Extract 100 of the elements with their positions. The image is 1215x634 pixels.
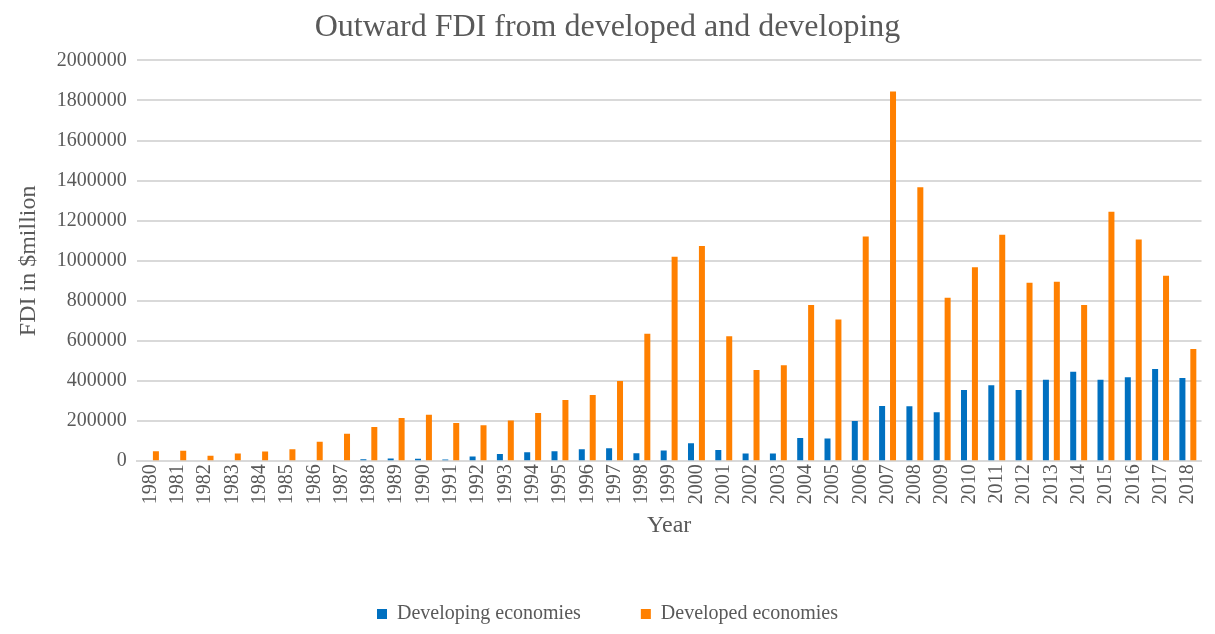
bar: [851, 421, 858, 461]
bar: [1097, 379, 1104, 461]
x-tick-label: 1983: [219, 464, 242, 505]
x-tick-label: 2002: [738, 464, 761, 505]
x-tick-label: 2010: [956, 464, 979, 505]
chart-title: Outward FDI from developed and developing: [314, 6, 901, 43]
x-axis-title: Year: [647, 510, 692, 537]
bar: [1179, 378, 1186, 461]
bar: [769, 453, 776, 461]
x-tick-label: 2013: [1038, 464, 1061, 505]
bar: [715, 449, 722, 461]
bar: [1053, 281, 1060, 461]
bar: [507, 420, 514, 461]
y-tick-label: 1800000: [56, 87, 127, 110]
bar: [562, 400, 569, 461]
bar: [633, 453, 640, 461]
bar: [1135, 239, 1142, 461]
bar: [824, 438, 831, 461]
x-tick-label: 1994: [519, 464, 542, 505]
x-tick-label: 1999: [656, 464, 679, 505]
bar: [617, 381, 624, 461]
y-tick-label: 1400000: [56, 167, 127, 190]
x-tick-label: 2000: [683, 464, 706, 505]
bar: [1070, 371, 1077, 461]
bar: [879, 406, 886, 461]
y-tick-label: 400000: [66, 368, 127, 391]
x-tick-label: 1991: [438, 464, 461, 505]
bar: [726, 336, 733, 461]
bar: [425, 414, 432, 461]
bar: [207, 455, 214, 461]
y-tick-label: 0: [116, 448, 127, 471]
bar: [316, 441, 323, 461]
bar: [180, 450, 187, 461]
x-tick-label: 1982: [192, 464, 215, 505]
bar: [808, 305, 815, 461]
x-tick-label: 2009: [929, 464, 952, 505]
x-tick-label: 2007: [874, 464, 897, 505]
x-tick-label: 2018: [1175, 464, 1198, 505]
y-tick-label: 1000000: [56, 248, 127, 271]
bar: [152, 451, 159, 461]
x-tick-label: 2001: [711, 464, 734, 505]
bar: [1152, 369, 1159, 461]
bar: [551, 451, 558, 461]
bar: [524, 452, 531, 461]
bar: [1124, 377, 1131, 461]
x-tick-label: 1987: [328, 464, 351, 505]
x-tick-label: 1984: [246, 464, 269, 505]
x-tick-label: 1992: [465, 464, 488, 505]
bar: [999, 234, 1006, 461]
bar: [1190, 348, 1197, 461]
x-tick-label: 1990: [410, 464, 433, 505]
y-tick-label: 200000: [66, 408, 127, 431]
bar: [644, 333, 651, 461]
x-tick-label: 1981: [165, 464, 187, 505]
bar: [971, 267, 978, 461]
x-tick-label: 1996: [574, 464, 597, 505]
x-tick-label: 2014: [1065, 464, 1088, 505]
bar: [535, 413, 542, 461]
bar: [1015, 390, 1022, 461]
bar: [578, 449, 585, 461]
bar: [797, 437, 804, 461]
x-tick-label: 1980: [137, 464, 160, 505]
bar: [688, 443, 695, 461]
bar: [1108, 211, 1115, 461]
x-tick-label: 2011: [984, 464, 1007, 504]
x-tick-label: 2005: [820, 464, 843, 505]
y-tick-label: 1600000: [56, 127, 127, 150]
bar: [606, 448, 613, 461]
bar: [933, 412, 940, 461]
x-tick-label: 1989: [383, 464, 406, 505]
y-tick-label: 800000: [66, 288, 127, 311]
x-tick-label: 1985: [274, 464, 297, 505]
x-tick-label: 2016: [1120, 464, 1143, 505]
bar: [289, 449, 296, 461]
x-tick-label: 2017: [1147, 464, 1170, 505]
bar: [906, 406, 913, 461]
bar: [988, 385, 995, 461]
x-tick-label: 2003: [765, 464, 788, 505]
bar: [480, 425, 487, 461]
bar: [944, 297, 951, 461]
bar: [671, 256, 678, 461]
bar: [753, 370, 760, 461]
bar: [890, 91, 897, 461]
bar: [780, 365, 787, 461]
bar: [453, 423, 460, 461]
bar: [1081, 304, 1088, 461]
y-tick-label: 1200000: [56, 207, 127, 230]
x-tick-label: 1993: [492, 464, 515, 505]
x-tick-label: 2008: [902, 464, 925, 505]
legend-label: Developed economies: [660, 601, 839, 625]
x-tick-label: 1998: [629, 464, 652, 505]
y-tick-label: 600000: [66, 328, 127, 351]
bar: [1042, 379, 1049, 461]
bar: [835, 319, 842, 461]
bar: [234, 453, 241, 461]
y-axis-title: FDI in $million: [13, 185, 40, 337]
legend-label: Developing economies: [397, 601, 582, 625]
bar: [742, 453, 749, 461]
x-tick-label: 1988: [356, 464, 379, 505]
x-tick-label: 2012: [1011, 464, 1034, 505]
